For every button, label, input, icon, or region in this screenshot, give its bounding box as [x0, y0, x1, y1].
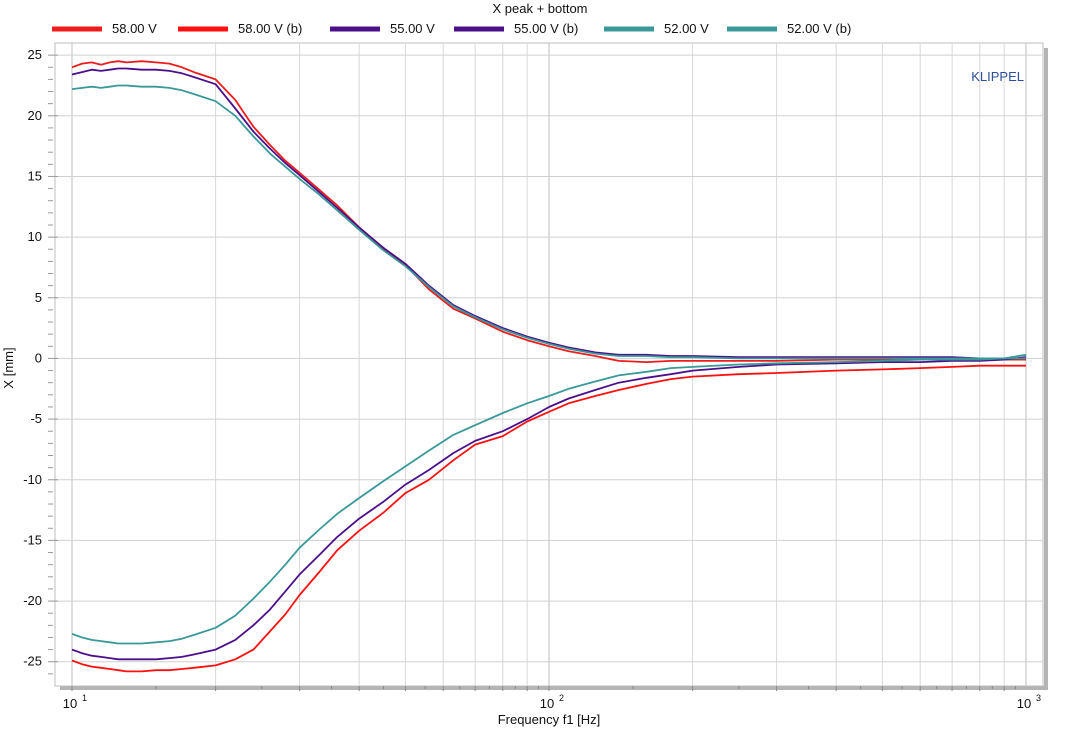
x-tick-exponent: 2: [559, 693, 564, 703]
series-line-2: [71, 364, 1026, 673]
y-tick-label: -15: [23, 532, 42, 547]
series-line-6: [71, 353, 1027, 645]
y-axis-label: X [mm]: [1, 347, 16, 388]
legend-label-2: 58.00 V (b): [238, 21, 302, 36]
legend-label-5: 52.00 V: [664, 21, 709, 36]
series-line-3: [71, 67, 1026, 360]
x-tick-label: 10: [1017, 696, 1031, 711]
grid: [55, 43, 1043, 686]
plot-shadow-bottom: [60, 686, 1048, 690]
y-tick-label: -5: [30, 411, 42, 426]
legend-label-3: 55.00 V: [390, 21, 435, 36]
legend-label-1: 58.00 V: [112, 21, 157, 36]
y-tick-label: -10: [23, 472, 42, 487]
y-tick-label: 20: [28, 108, 42, 123]
x-tick-label: 10: [540, 696, 554, 711]
y-tick-label: -20: [23, 593, 42, 608]
legend: 58.00 V 58.00 V (b) 55.00 V 55.00 V (b) 52.0…: [52, 21, 851, 36]
plot-shadow: [1044, 48, 1048, 688]
y-tick-label: 5: [35, 290, 42, 305]
y-tick-label: 25: [28, 47, 42, 62]
series-line-4: [71, 356, 1027, 661]
y-tick-label: 15: [28, 168, 42, 183]
y-tick-label: 10: [28, 229, 42, 244]
y-tick-label: -25: [23, 654, 42, 669]
x-tick-label: 10: [63, 696, 77, 711]
series-line-5: [71, 84, 1026, 360]
watermark-klippel: KLIPPEL: [971, 69, 1024, 84]
series-lines: [71, 60, 1027, 673]
axis-ticks: 25 20 15 10 5 0 -5 -10 -15 -20 -25 10 1 10 2 10 3: [23, 47, 1041, 711]
series-line-1: [71, 60, 1026, 364]
x-tick-exponent: 3: [1036, 693, 1041, 703]
x-axis-label: Frequency f1 [Hz]: [498, 712, 601, 727]
legend-label-4: 55.00 V (b): [514, 21, 578, 36]
x-tick-exponent: 1: [82, 693, 87, 703]
chart-title: X peak + bottom: [492, 1, 587, 16]
legend-label-6: 52.00 V (b): [787, 21, 851, 36]
y-tick-label: 0: [35, 350, 42, 365]
